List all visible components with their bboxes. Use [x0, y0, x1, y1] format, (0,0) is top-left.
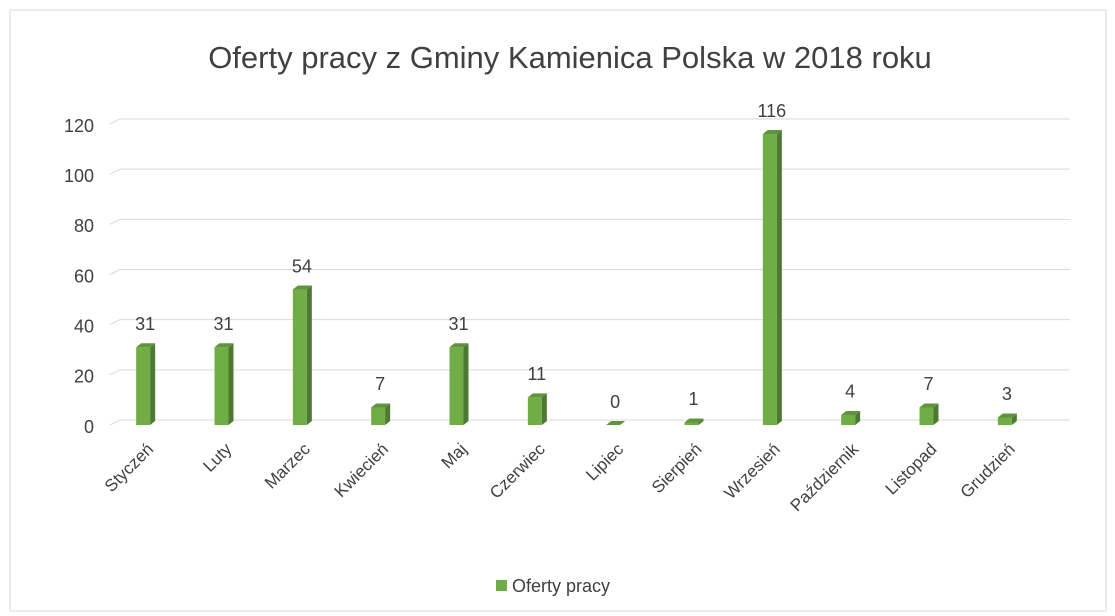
data-label: 31 [135, 314, 155, 334]
bar-top [684, 418, 704, 423]
bar-top [841, 410, 861, 415]
bar [606, 421, 626, 425]
bar-side [855, 410, 861, 425]
legend-swatch [496, 580, 507, 591]
bar-front [136, 347, 151, 425]
data-label: 11 [527, 364, 546, 384]
bar-top [997, 413, 1017, 418]
chart-frame [9, 9, 1107, 612]
bar-side [306, 285, 312, 425]
bar-front [997, 417, 1012, 425]
data-label: 116 [757, 101, 786, 121]
bar-side [698, 418, 704, 425]
bar [292, 285, 312, 425]
bar-top [527, 393, 547, 398]
bar-side [385, 403, 391, 425]
legend-label: Oferty pracy [512, 576, 610, 596]
bar-side [541, 393, 547, 425]
bar-side [776, 130, 782, 426]
data-label: 4 [845, 382, 855, 402]
data-label: 3 [1002, 384, 1012, 404]
bar [997, 413, 1017, 425]
bar [214, 343, 234, 425]
bar-front [919, 407, 934, 425]
bar [762, 130, 782, 426]
bar-front [371, 407, 386, 425]
bar [371, 403, 391, 425]
grid-line [109, 419, 1070, 426]
bar-top [762, 130, 782, 135]
bar-top [449, 343, 469, 348]
grid-line [109, 218, 1070, 225]
bar [449, 343, 469, 425]
bar [841, 410, 861, 425]
bar-front [684, 422, 699, 425]
bar-front [841, 414, 856, 425]
chart-title: Oferty pracy z Gminy Kamienica Polska w … [208, 40, 932, 75]
bar-top [292, 285, 312, 290]
bar-front [762, 134, 777, 426]
bar-top [136, 343, 156, 348]
data-label: 1 [688, 389, 698, 409]
bar [136, 343, 156, 425]
y-tick-label: 40 [74, 316, 94, 336]
data-label: 31 [448, 314, 468, 334]
bar-top [919, 403, 939, 408]
data-label: 31 [213, 314, 233, 334]
grid-line [109, 269, 1070, 275]
data-label: 54 [292, 256, 312, 276]
grid-line [109, 319, 1070, 326]
bar-side [933, 403, 939, 425]
bar-side [228, 343, 234, 425]
bar [527, 393, 547, 425]
bar-side [150, 343, 156, 425]
grid-line [109, 369, 1070, 376]
bar-top [214, 343, 234, 348]
bar-front [292, 289, 307, 425]
bar-front [449, 347, 464, 425]
bar-side [1011, 413, 1017, 425]
bar [684, 418, 704, 425]
bar-top [606, 421, 626, 425]
bar [919, 403, 939, 425]
bar-top [371, 403, 391, 408]
grid-line [109, 168, 1070, 175]
y-tick-label: 120 [64, 116, 94, 136]
y-tick-label: 60 [74, 266, 94, 286]
data-label: 0 [610, 392, 620, 412]
grid-line [109, 118, 1070, 125]
y-tick-label: 80 [74, 216, 94, 236]
y-tick-label: 0 [84, 417, 94, 437]
y-tick-label: 20 [74, 367, 94, 387]
bar-side [463, 343, 469, 425]
data-label: 7 [375, 374, 385, 394]
bar-front [527, 397, 542, 425]
y-tick-label: 100 [64, 166, 94, 186]
bar-front [214, 347, 229, 425]
data-label: 7 [923, 374, 933, 394]
